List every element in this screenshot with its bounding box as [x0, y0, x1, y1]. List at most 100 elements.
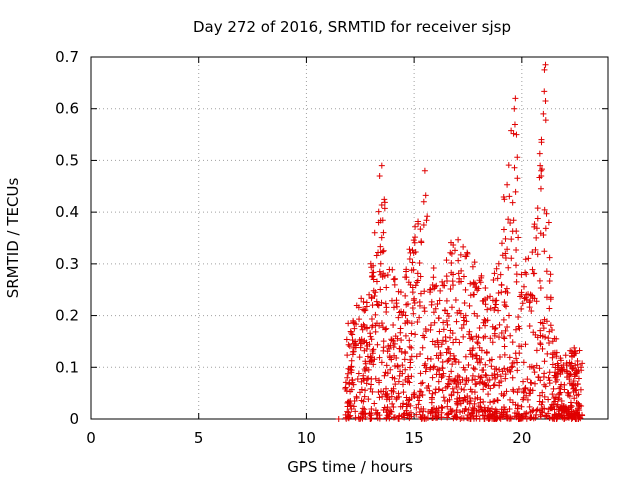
data-point [410, 297, 417, 304]
data-point [502, 371, 509, 378]
data-point [522, 413, 529, 420]
data-point [498, 289, 505, 296]
data-point [361, 323, 368, 330]
y-tick-label: 0.7 [55, 48, 79, 66]
data-point [407, 356, 414, 363]
data-point [395, 314, 402, 321]
data-point [394, 362, 401, 369]
data-point [362, 367, 369, 374]
data-point [465, 361, 472, 368]
data-point [408, 395, 415, 402]
data-point [566, 380, 573, 387]
data-point [484, 415, 491, 422]
data-point [399, 312, 406, 319]
data-point [566, 359, 573, 366]
data-point [380, 338, 387, 345]
data-point [408, 413, 415, 420]
data-point [568, 350, 575, 357]
data-point [453, 398, 460, 405]
data-point [420, 221, 427, 228]
data-point [354, 375, 361, 382]
data-point [383, 362, 390, 369]
data-point [530, 407, 537, 414]
data-point [575, 391, 582, 398]
data-point [361, 337, 368, 344]
data-point [528, 292, 535, 299]
data-point [369, 302, 376, 309]
data-point [514, 175, 521, 182]
data-point [421, 415, 428, 422]
data-point [370, 269, 377, 276]
data-point [498, 281, 505, 288]
data-point [571, 395, 578, 402]
data-point [474, 340, 481, 347]
data-point [373, 278, 380, 285]
data-point [474, 287, 481, 294]
data-point [394, 335, 401, 342]
data-point [491, 332, 498, 339]
data-point [500, 226, 507, 233]
data-point [382, 369, 389, 376]
data-point [376, 268, 383, 275]
data-point [499, 368, 506, 375]
data-point [466, 400, 473, 407]
data-point [395, 413, 402, 420]
data-point [375, 219, 382, 226]
data-point [383, 304, 390, 311]
data-point [515, 385, 522, 392]
data-point [518, 271, 525, 278]
data-point [428, 408, 435, 415]
data-point [457, 310, 464, 317]
data-point [545, 219, 552, 226]
data-point [402, 377, 409, 384]
data-point [507, 332, 514, 339]
data-point [409, 304, 416, 311]
data-point [435, 343, 442, 350]
data-point [442, 333, 449, 340]
data-point [409, 259, 416, 266]
data-point [406, 246, 413, 253]
data-point [447, 286, 454, 293]
data-point [533, 225, 540, 232]
data-point [539, 333, 546, 340]
data-point [427, 326, 434, 333]
data-point [360, 298, 367, 305]
data-point [478, 347, 485, 354]
data-point [579, 360, 586, 367]
data-point [451, 356, 458, 363]
data-point [473, 284, 480, 291]
data-point [549, 338, 556, 345]
data-point [533, 298, 540, 305]
data-point [397, 289, 404, 296]
data-point [397, 329, 404, 336]
data-point [454, 399, 461, 406]
data-point [419, 379, 426, 386]
data-point [491, 398, 498, 405]
data-point [573, 399, 580, 406]
data-point [500, 411, 507, 418]
data-point [348, 357, 355, 364]
data-point [427, 286, 434, 293]
data-point [413, 279, 420, 286]
data-point [351, 325, 358, 332]
data-point [433, 282, 440, 289]
data-point [568, 415, 575, 422]
data-point [383, 284, 390, 291]
data-point [534, 406, 541, 413]
data-point [542, 225, 549, 232]
data-point [421, 362, 428, 369]
data-point [511, 409, 518, 416]
data-point [450, 339, 457, 346]
data-point [389, 266, 396, 273]
chart-title: Day 272 of 2016, SRMTID for receiver sjs… [193, 18, 511, 36]
data-point [486, 407, 493, 414]
data-point [452, 336, 459, 343]
data-point [344, 408, 351, 415]
data-point [398, 308, 405, 315]
data-point [491, 307, 498, 314]
data-point [390, 414, 397, 421]
data-point [383, 325, 390, 332]
data-point [350, 344, 357, 351]
data-point [401, 348, 408, 355]
data-point [435, 378, 442, 385]
